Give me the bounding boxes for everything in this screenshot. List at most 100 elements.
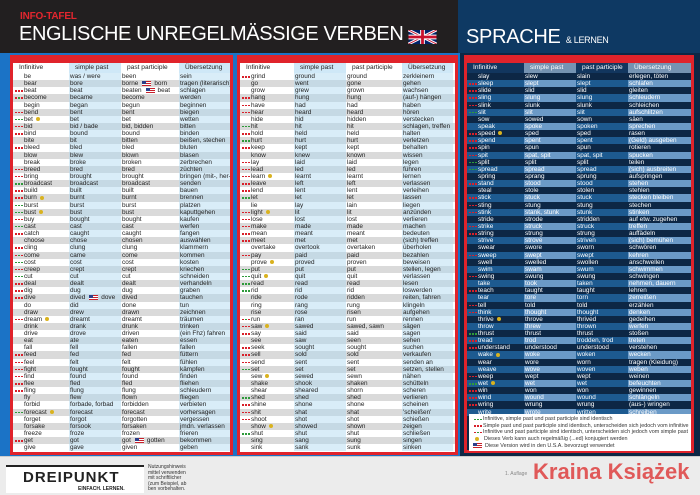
- infinitive-cell: forsake: [13, 423, 69, 430]
- translation-text: bluten: [180, 144, 198, 152]
- simple-past-cell: rode: [294, 294, 346, 302]
- infinitive-text: shake: [251, 380, 269, 388]
- simple-past-text: wept: [525, 372, 539, 380]
- past-participle-text: bled: [122, 144, 135, 152]
- translation-text: auswählen: [180, 237, 211, 245]
- simple-past-cell: rose: [294, 308, 346, 316]
- infinitive-cell: speak: [467, 123, 524, 130]
- verb-row: sink sank sunk sinken: [240, 444, 455, 452]
- past-participle-cell: spat, spit: [576, 152, 628, 159]
- translation-text: säen: [629, 115, 643, 123]
- infinitive-text: fight: [24, 365, 37, 373]
- past-participle-text: laid: [347, 158, 357, 166]
- simple-past-text: hid: [295, 115, 304, 123]
- simple-past-text: stank, stunk: [525, 208, 560, 216]
- simple-past-text: wove: [525, 365, 540, 373]
- infinitive-cell: freeze: [13, 430, 69, 437]
- infinitive-cell: sweep: [467, 252, 524, 259]
- past-forms-identical-marker-icon: [241, 159, 251, 166]
- infinitive-cell: weep: [467, 373, 524, 380]
- infinitive-text: learn: [251, 172, 266, 180]
- simple-past-cell: saw: [294, 337, 346, 345]
- marker-slot: [241, 202, 251, 209]
- infinitive-cell: slink: [467, 102, 524, 109]
- translation-cell: auffädeln: [628, 230, 691, 237]
- past-participle-text: forgotten: [122, 415, 148, 423]
- simple-past-text: rose: [295, 308, 308, 316]
- simple-past-cell: thought: [524, 308, 576, 316]
- past-participle-text: spread: [577, 165, 597, 173]
- simple-past-text: slew: [525, 73, 538, 80]
- past-participle-cell: sown: [576, 116, 628, 123]
- simple-past-cell: won: [524, 387, 576, 394]
- simple-past-text: came: [70, 251, 86, 259]
- infinitive-cell: ring: [240, 302, 294, 309]
- infinitive-cell: meet: [240, 237, 294, 244]
- simple-past-cell: slunk: [524, 102, 576, 109]
- verb-row: ring rang rung klingeln: [240, 301, 455, 309]
- past-forms-identical-marker-icon: [468, 223, 478, 230]
- past-participle-cell: swung: [576, 273, 628, 280]
- translation-cell: tragen (literarisch): [179, 80, 230, 88]
- verb-row: lend lent lent verleihen: [240, 187, 455, 195]
- verb-row: wind wound wound schlängeln: [467, 394, 691, 402]
- simple-past-cell: cast: [69, 222, 121, 231]
- simple-past-text: shed: [295, 394, 309, 402]
- infinitive-text: read: [251, 280, 264, 288]
- verb-row: get got got gotten bekommen: [13, 437, 230, 445]
- past-participle-text: thrust: [577, 330, 593, 338]
- past-participle-text: shaken: [347, 380, 368, 388]
- translation-text: verlieren: [403, 215, 428, 223]
- verb-row: stick stuck stuck stecken bleiben: [467, 194, 691, 202]
- simple-past-cell: showed: [294, 422, 346, 431]
- infinitive-cell: begin: [13, 102, 69, 109]
- simple-past-cell: sought: [294, 344, 346, 352]
- infinitive-text: see: [251, 337, 262, 345]
- translation-cell: lehren: [628, 287, 691, 294]
- infinitive-text: do: [24, 301, 32, 309]
- infinitive-text: drive: [24, 330, 38, 338]
- verb-row: wake woke woken wecken: [467, 351, 691, 359]
- translation-text: schreiben: [629, 408, 657, 416]
- infinitive-text: freeze: [24, 430, 42, 438]
- simple-past-cell: meant: [294, 230, 346, 238]
- translation-cell: zerkleinern: [402, 73, 453, 81]
- simple-past-cell: rid: [294, 287, 346, 295]
- identical-forms-marker-icon: [14, 180, 24, 187]
- simple-past-cell: shed: [294, 394, 346, 402]
- verb-row: hold held held halten: [240, 130, 455, 138]
- past-participle-cell: won: [576, 387, 628, 394]
- translation-cell: schlafen: [628, 80, 691, 88]
- translation-cell: verstehen: [628, 344, 691, 351]
- past-participle-cell: slept: [576, 80, 628, 87]
- verb-row: slink slunk slunk schleichen: [467, 102, 691, 109]
- translation-text: teilen: [629, 158, 645, 166]
- verb-row: pay paid paid bezahlen: [240, 251, 455, 259]
- translation-text: kosten: [180, 258, 199, 266]
- past-participle-cell: bought: [121, 216, 179, 223]
- translation-cell: loswerden: [402, 287, 453, 295]
- simple-past-text: went: [295, 80, 309, 88]
- past-forms-identical-marker-icon: [241, 109, 251, 116]
- verb-row: light lit lit anzünden: [240, 208, 455, 216]
- simple-past-text: met: [295, 237, 306, 245]
- simple-past-cell: fell: [69, 344, 121, 352]
- simple-past-cell: met: [294, 237, 346, 245]
- translation-text: bezahlen: [403, 251, 429, 259]
- past-forms-identical-marker-icon: [468, 394, 478, 401]
- infinitive-text: stink: [478, 208, 492, 216]
- past-participle-cell: told: [576, 302, 628, 309]
- simple-past-cell: sprang: [524, 173, 576, 180]
- simple-past-cell: trod: [524, 337, 576, 345]
- simple-past-text: bit: [70, 137, 77, 145]
- column-header-past-participle: past participle: [576, 63, 628, 73]
- past-participle-text: bought: [122, 215, 142, 223]
- translation-cell: machen: [402, 222, 453, 231]
- infinitive-text: make: [251, 222, 267, 230]
- simple-past-cell: dug: [69, 287, 121, 295]
- translation-text: treten: [629, 337, 646, 345]
- simple-past-cell: beat: [69, 87, 121, 95]
- past-participle-cell: shat: [346, 409, 402, 416]
- translation-cell: scheinen: [402, 401, 453, 409]
- translation-text: gleiten: [629, 87, 648, 95]
